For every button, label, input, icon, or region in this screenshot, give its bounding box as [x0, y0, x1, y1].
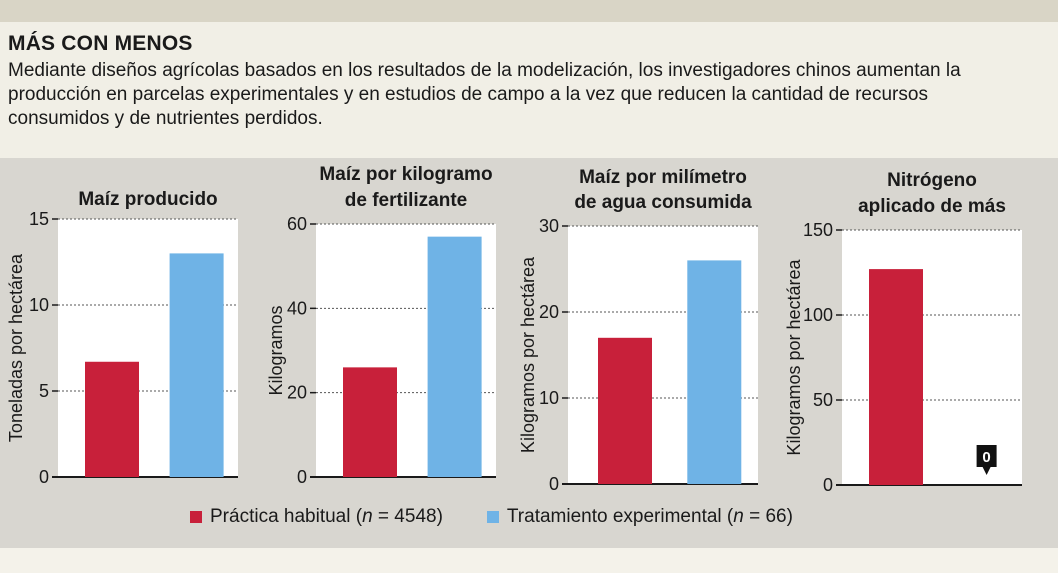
legend-swatch-habitual — [190, 511, 202, 523]
bar-habitual — [598, 337, 652, 484]
legend-swatch-experimental — [486, 511, 499, 523]
y-tick-label: 0 — [823, 475, 833, 495]
header-background — [0, 22, 1058, 162]
legend-label-experimental: Tratamiento experimental (n = 66) — [507, 506, 793, 528]
y-tick-label: 15 — [29, 209, 49, 229]
chart-panel-2: 0 20 40 60 Maíz por kilogramo de fertilizante… — [266, 164, 496, 487]
bar-habitual — [343, 367, 397, 477]
y-tick-label: 50 — [813, 390, 833, 410]
chart-title: Maíz producido — [78, 189, 217, 210]
legend-label-habitual-post: = 4548) — [372, 506, 443, 527]
y-tick-label: 150 — [803, 220, 833, 240]
bar-experimental — [427, 236, 482, 477]
bar-habitual — [85, 361, 139, 477]
bar-habitual — [869, 269, 923, 485]
chart-title: de fertilizante — [345, 190, 467, 211]
bottom-strip — [0, 548, 1058, 573]
chart-title: de agua consumida — [574, 192, 752, 213]
y-axis-label: Kilogramos por hectárea — [518, 256, 538, 453]
zero-marker-label: 0 — [982, 449, 990, 466]
y-tick-label: 0 — [549, 474, 559, 494]
bar-experimental — [687, 260, 742, 484]
legend-label-habitual: Práctica habitual (n = 4548) — [210, 506, 443, 528]
y-tick-label: 10 — [539, 388, 559, 408]
legend-item-habitual: Práctica habitual (n = 4548) — [190, 506, 443, 528]
chart-title: Nitrógeno — [887, 170, 977, 191]
y-tick-label: 30 — [539, 216, 559, 236]
legend: Práctica habitual (n = 4548) Tratamiento… — [190, 506, 837, 528]
y-axis-label: Toneladas por hectárea — [6, 253, 26, 442]
y-tick-label: 0 — [39, 467, 49, 487]
y-tick-label: 10 — [29, 295, 49, 315]
y-tick-label: 60 — [287, 214, 307, 234]
y-tick-label: 0 — [297, 467, 307, 487]
legend-label-experimental-post: = 66) — [743, 506, 793, 527]
y-tick-label: 20 — [287, 383, 307, 403]
top-strip — [0, 0, 1058, 22]
legend-item-experimental: Tratamiento experimental (n = 66) — [486, 506, 793, 528]
chart-panel-3: 0 10 20 30 Maíz por milímetro de agua consumi… — [518, 167, 758, 494]
legend-label-experimental-pre: Tratamiento experimental ( — [506, 506, 734, 527]
y-tick-label: 40 — [287, 298, 307, 318]
legend-label-habitual-pre: Práctica habitual ( — [210, 506, 363, 527]
figure-subtitle: Mediante diseños agrícolas basados en lo… — [8, 60, 961, 129]
y-axis-label: Kilogramos — [266, 305, 286, 395]
chart-panel-4: 0 50 100 150 0 Nitrógeno aplicado de más Kilogr… — [784, 170, 1022, 495]
legend-label-experimental-n: n — [733, 506, 744, 527]
chart-panel-1: 0 5 10 15 Maíz producido Toneladas por hectár… — [6, 189, 238, 487]
y-tick-label: 20 — [539, 302, 559, 322]
y-axis-label: Kilogramos por hectárea — [784, 258, 804, 455]
zero-marker — [976, 445, 997, 475]
chart-title: aplicado de más — [858, 196, 1006, 217]
figure-title: MÁS CON MENOS — [8, 32, 193, 55]
chart-title: Maíz por milímetro — [579, 167, 747, 188]
chart-title: Maíz por kilogramo — [319, 164, 492, 185]
bar-experimental — [169, 253, 224, 477]
y-tick-label: 100 — [803, 305, 833, 325]
y-tick-label: 5 — [39, 381, 49, 401]
legend-label-habitual-n: n — [362, 506, 373, 527]
